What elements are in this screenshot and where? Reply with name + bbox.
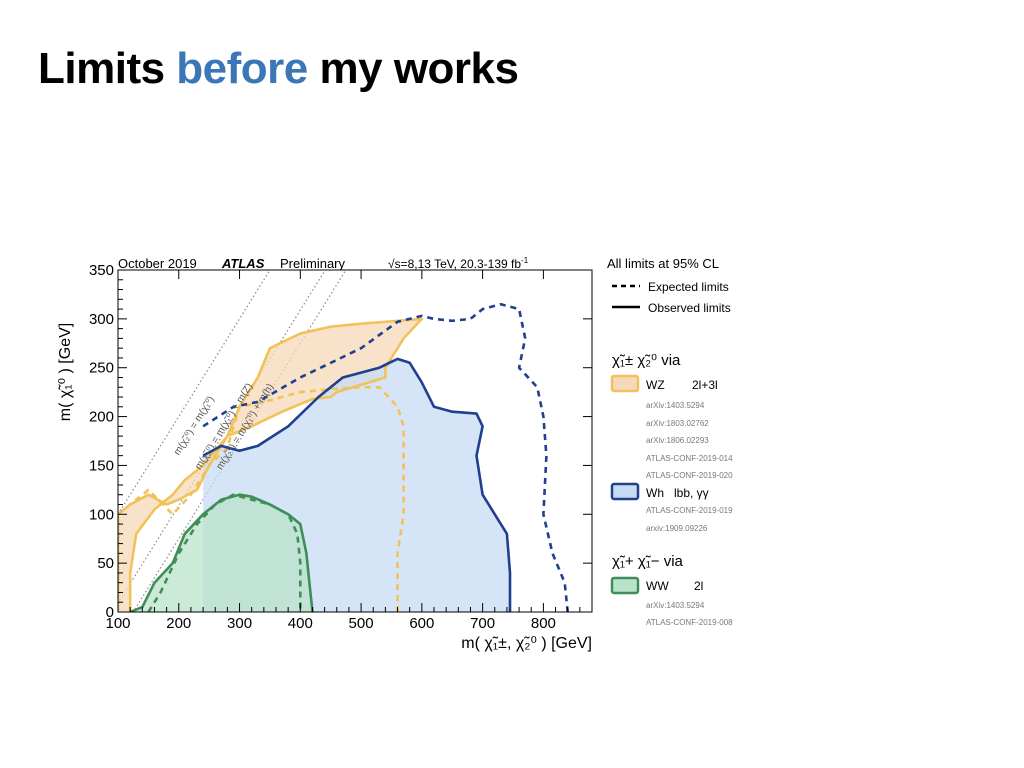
legend-group1-title: χ̃₁± χ̃₂⁰ via xyxy=(612,352,681,369)
header-energy: √s=8,13 TeV, 20.3-139 fb-1 xyxy=(388,256,529,271)
legend-ww-ref: ATLAS-CONF-2019-008 xyxy=(646,618,733,627)
legend-ww-swatch xyxy=(610,576,640,595)
plot-area: m(χ̃₂⁰) = m(χ̃₁⁰)m(χ̃₂⁰) = m(χ̃₁⁰) + m(Z… xyxy=(118,270,569,612)
header-energy-main: √s=8,13 TeV, 20.3-139 fb xyxy=(388,257,521,271)
x-tick-label: 300 xyxy=(227,615,252,632)
title-part1: Limits xyxy=(38,44,177,93)
legend-wh-ref: arxiv:1909.09226 xyxy=(646,524,708,533)
legend-wh-ref: ATLAS-CONF-2019-019 xyxy=(646,506,733,515)
y-tick-label: 250 xyxy=(89,360,114,377)
y-axis-title: m( χ̃₁⁰ ) [GeV] xyxy=(57,323,74,421)
x-tick-label: 500 xyxy=(349,615,374,632)
x-tick-label: 200 xyxy=(166,615,191,632)
legend-observed-label: Observed limits xyxy=(648,301,731,315)
x-tick-label: 800 xyxy=(531,615,556,632)
expected-contour xyxy=(118,386,405,612)
y-tick-label: 150 xyxy=(89,457,114,474)
legend-wh-channel: lbb, γγ xyxy=(674,486,709,500)
header-experiment: ATLAS xyxy=(221,256,265,271)
slide-title: Limits before my works xyxy=(38,44,519,94)
y-tick-label: 100 xyxy=(89,506,114,523)
legend-wh-process: Wh xyxy=(646,486,664,500)
x-tick-label: 600 xyxy=(409,615,434,632)
expected-contour xyxy=(147,493,302,612)
header-date: October 2019 xyxy=(118,256,197,271)
legend-expected-label: Expected limits xyxy=(648,280,729,294)
x-tick-label: 700 xyxy=(470,615,495,632)
title-accent: before xyxy=(176,44,308,93)
plot-frame xyxy=(117,269,593,613)
axis-ticks: 100 200 300 400 500 600 700 800 0 50 100 150 200 250 3… xyxy=(89,262,592,632)
y-tick-label: 200 xyxy=(89,409,114,426)
x-axis-title: m( χ̃₁±, χ̃₂⁰ ) [GeV] xyxy=(461,635,592,652)
legend-wz-ref: arXiv:1403.5294 xyxy=(646,401,705,410)
observed-contour xyxy=(118,317,424,612)
title-part2: my works xyxy=(307,44,519,93)
exclusion-region xyxy=(130,494,313,612)
legend-cl-note: All limits at 95% CL xyxy=(607,256,719,271)
header-energy-sup: -1 xyxy=(521,256,529,265)
y-tick-label: 300 xyxy=(89,311,114,328)
legend-ww-process: WW xyxy=(646,579,669,593)
observed-contour xyxy=(129,493,314,612)
legend-wz-process: WZ xyxy=(646,378,665,392)
observed-contour xyxy=(202,357,512,612)
legend-ww-channel: 2l xyxy=(694,579,703,593)
legend-wz-ref: ATLAS-CONF-2019-020 xyxy=(646,471,733,480)
expected-contour xyxy=(202,302,569,612)
y-tick-label: 350 xyxy=(89,262,114,279)
y-tick-label: 50 xyxy=(97,555,114,572)
legend-wz-ref: arXiv:1806.02293 xyxy=(646,436,709,445)
x-tick-label: 400 xyxy=(288,615,313,632)
legend-wh-swatch xyxy=(610,482,640,501)
legend-group2-title: χ̃₁+ χ̃₁− via xyxy=(612,553,684,570)
legend-wz-ref: arXiv:1803.02762 xyxy=(646,419,709,428)
legend-wz-ref: ATLAS-CONF-2019-014 xyxy=(646,454,733,463)
legend-wz-swatch xyxy=(610,374,640,393)
legend: All limits at 95% CL Expected limits Obs… xyxy=(607,256,733,627)
x-tick-label: 100 xyxy=(105,615,130,632)
legend-wz-channel: 2l+3l xyxy=(692,378,718,392)
exclusion-region xyxy=(118,318,422,612)
y-tick-label: 0 xyxy=(106,604,114,621)
header-status: Preliminary xyxy=(280,256,346,271)
legend-ww-ref: arXiv:1403.5294 xyxy=(646,601,705,610)
